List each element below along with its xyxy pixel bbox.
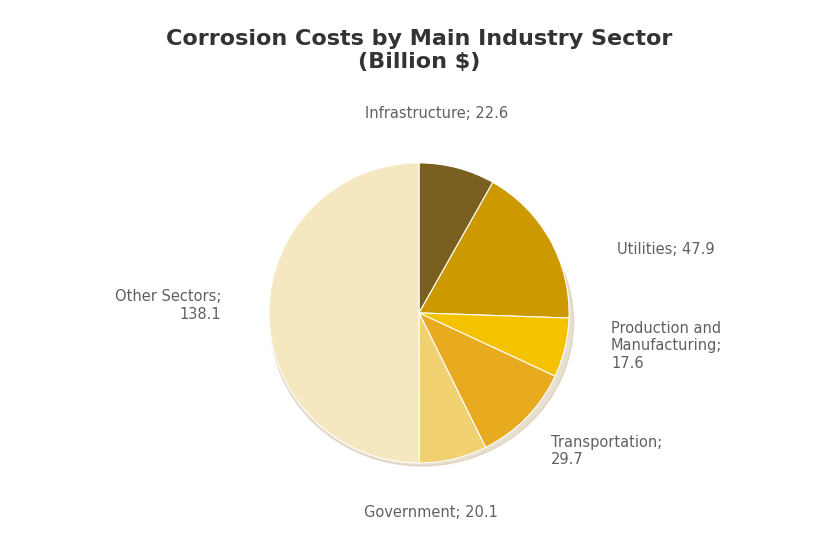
Text: Transportation;
29.7: Transportation; 29.7 — [551, 435, 662, 467]
Text: Government; 20.1: Government; 20.1 — [364, 505, 498, 520]
Wedge shape — [419, 313, 569, 376]
Wedge shape — [419, 163, 493, 313]
Ellipse shape — [271, 178, 573, 466]
Text: Other Sectors;
138.1: Other Sectors; 138.1 — [115, 289, 221, 322]
Text: Production and
Manufacturing;
17.6: Production and Manufacturing; 17.6 — [611, 321, 722, 371]
Wedge shape — [419, 182, 569, 318]
Text: Infrastructure; 22.6: Infrastructure; 22.6 — [365, 106, 509, 121]
Wedge shape — [419, 313, 555, 447]
Wedge shape — [269, 163, 419, 463]
Title: Corrosion Costs by Main Industry Sector
(Billion $): Corrosion Costs by Main Industry Sector … — [166, 29, 672, 72]
Text: Utilities; 47.9: Utilities; 47.9 — [617, 243, 715, 257]
Wedge shape — [419, 313, 485, 463]
